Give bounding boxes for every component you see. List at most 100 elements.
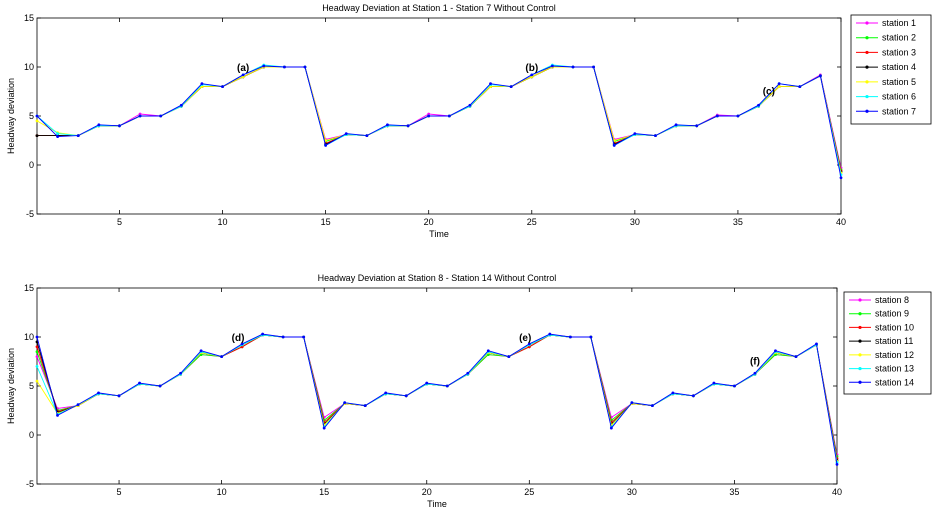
data-point [774, 349, 777, 353]
y-axis-label: Headway deviation [6, 78, 16, 154]
legend-label: station 7 [882, 106, 916, 116]
data-point [343, 401, 347, 405]
chart-title: Headway Deviation at Station 1 - Station… [322, 3, 556, 13]
data-point [200, 82, 204, 86]
legend-box [843, 291, 932, 395]
x-tick-label: 35 [733, 217, 743, 227]
data-point [527, 342, 531, 346]
data-point [35, 350, 39, 354]
y-tick-label: 10 [24, 332, 34, 342]
x-tick-label: 30 [627, 487, 637, 497]
data-point [56, 135, 60, 138]
legend-marker [858, 353, 862, 357]
x-tick-label: 10 [218, 217, 228, 227]
legend-marker [865, 65, 869, 69]
x-tick-label: 30 [630, 217, 640, 227]
data-point [757, 103, 760, 107]
x-tick-label: 25 [524, 487, 534, 497]
x-tick-label: 15 [321, 217, 331, 227]
legend-marker [865, 80, 869, 84]
data-point [220, 355, 224, 358]
data-point [406, 124, 410, 128]
data-point [674, 123, 678, 127]
data-point [138, 381, 141, 385]
data-point [365, 134, 369, 138]
data-point [221, 85, 224, 88]
series-line [36, 65, 842, 178]
legend-marker [858, 298, 862, 302]
data-point [794, 355, 798, 358]
x-axis-label: Time [429, 229, 449, 239]
data-point [650, 404, 654, 407]
data-point [35, 365, 39, 368]
y-axis-label: Headway deviation [6, 348, 16, 424]
data-point [530, 73, 534, 77]
annotation: (a) [237, 63, 249, 74]
y-tick-label: 10 [24, 62, 34, 72]
data-point [427, 112, 431, 116]
legend-label: station 5 [882, 77, 916, 87]
data-point [753, 371, 757, 375]
legend-label: station 13 [875, 364, 914, 374]
data-point [97, 123, 101, 127]
data-point [56, 132, 60, 136]
legend-label: station 4 [882, 62, 916, 72]
data-point [241, 75, 245, 79]
data-point [839, 176, 843, 180]
y-tick-label: -5 [26, 479, 34, 489]
series-station-7 [35, 64, 843, 180]
annotation: (c) [763, 86, 775, 97]
data-point [384, 391, 388, 395]
legend-box [850, 14, 932, 125]
legend-label: station 12 [875, 350, 914, 360]
legend-label: station 1 [882, 18, 916, 28]
data-point [322, 426, 326, 430]
data-point [733, 384, 736, 388]
annotation: (b) [525, 63, 538, 74]
data-point [695, 124, 699, 128]
legend-marker [865, 50, 869, 55]
data-point [302, 335, 306, 339]
data-point [324, 144, 328, 147]
legend-marker [865, 94, 869, 99]
data-point [612, 144, 616, 147]
legend-marker [858, 339, 862, 343]
data-point [589, 335, 593, 339]
legend-label: station 6 [882, 92, 916, 102]
data-point [592, 65, 596, 69]
chart-title: Headway Deviation at Station 8 - Station… [318, 273, 557, 283]
y-tick-label: 0 [29, 430, 34, 440]
legend-label: station 3 [882, 47, 916, 57]
x-tick-label: 20 [424, 217, 434, 227]
x-tick-label: 5 [117, 217, 122, 227]
data-point [654, 134, 657, 138]
legend-marker [858, 312, 862, 316]
legend-marker [858, 325, 862, 330]
data-point [282, 65, 286, 69]
legend-marker [865, 21, 869, 25]
data-point [261, 332, 265, 336]
data-point [138, 114, 142, 118]
data-point [56, 414, 59, 417]
data-point [241, 73, 245, 77]
data-point [818, 74, 822, 78]
data-point [630, 401, 634, 405]
data-point [363, 404, 367, 407]
x-tick-label: 25 [527, 217, 537, 227]
data-point [118, 124, 121, 128]
data-point [548, 332, 552, 336]
x-axis-label: Time [427, 499, 447, 509]
legend: station 1 station 2 station 3 station 4 stat… [850, 14, 932, 125]
data-point [117, 394, 121, 398]
y-tick-label: 5 [29, 381, 34, 391]
legend-label: station 11 [875, 336, 913, 346]
data-point [427, 114, 431, 118]
data-point [179, 371, 182, 375]
data-point [35, 345, 39, 349]
annotation: (e) [519, 333, 531, 344]
data-point [530, 75, 534, 79]
x-tick-label: 15 [319, 487, 329, 497]
data-point [571, 65, 575, 69]
data-point [240, 345, 244, 349]
